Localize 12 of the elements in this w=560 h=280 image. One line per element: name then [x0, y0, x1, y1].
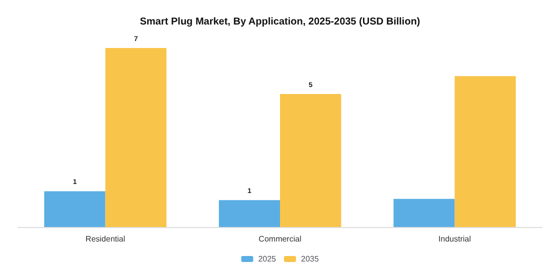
bar [394, 198, 455, 227]
x-tick-label: Industrial [438, 234, 472, 244]
bar [454, 76, 516, 227]
legend-label: 2025 [258, 254, 277, 264]
bar [105, 48, 166, 227]
bar [44, 191, 106, 227]
bar [280, 94, 342, 227]
legend-label: 2035 [301, 254, 320, 264]
x-tick-label: Residential [86, 234, 126, 244]
x-tick-label: Commercial [258, 234, 302, 244]
chart-title: Smart Plug Market, By Application, 2025-2035 (USD Billion) [140, 16, 420, 28]
bar [218, 200, 280, 227]
